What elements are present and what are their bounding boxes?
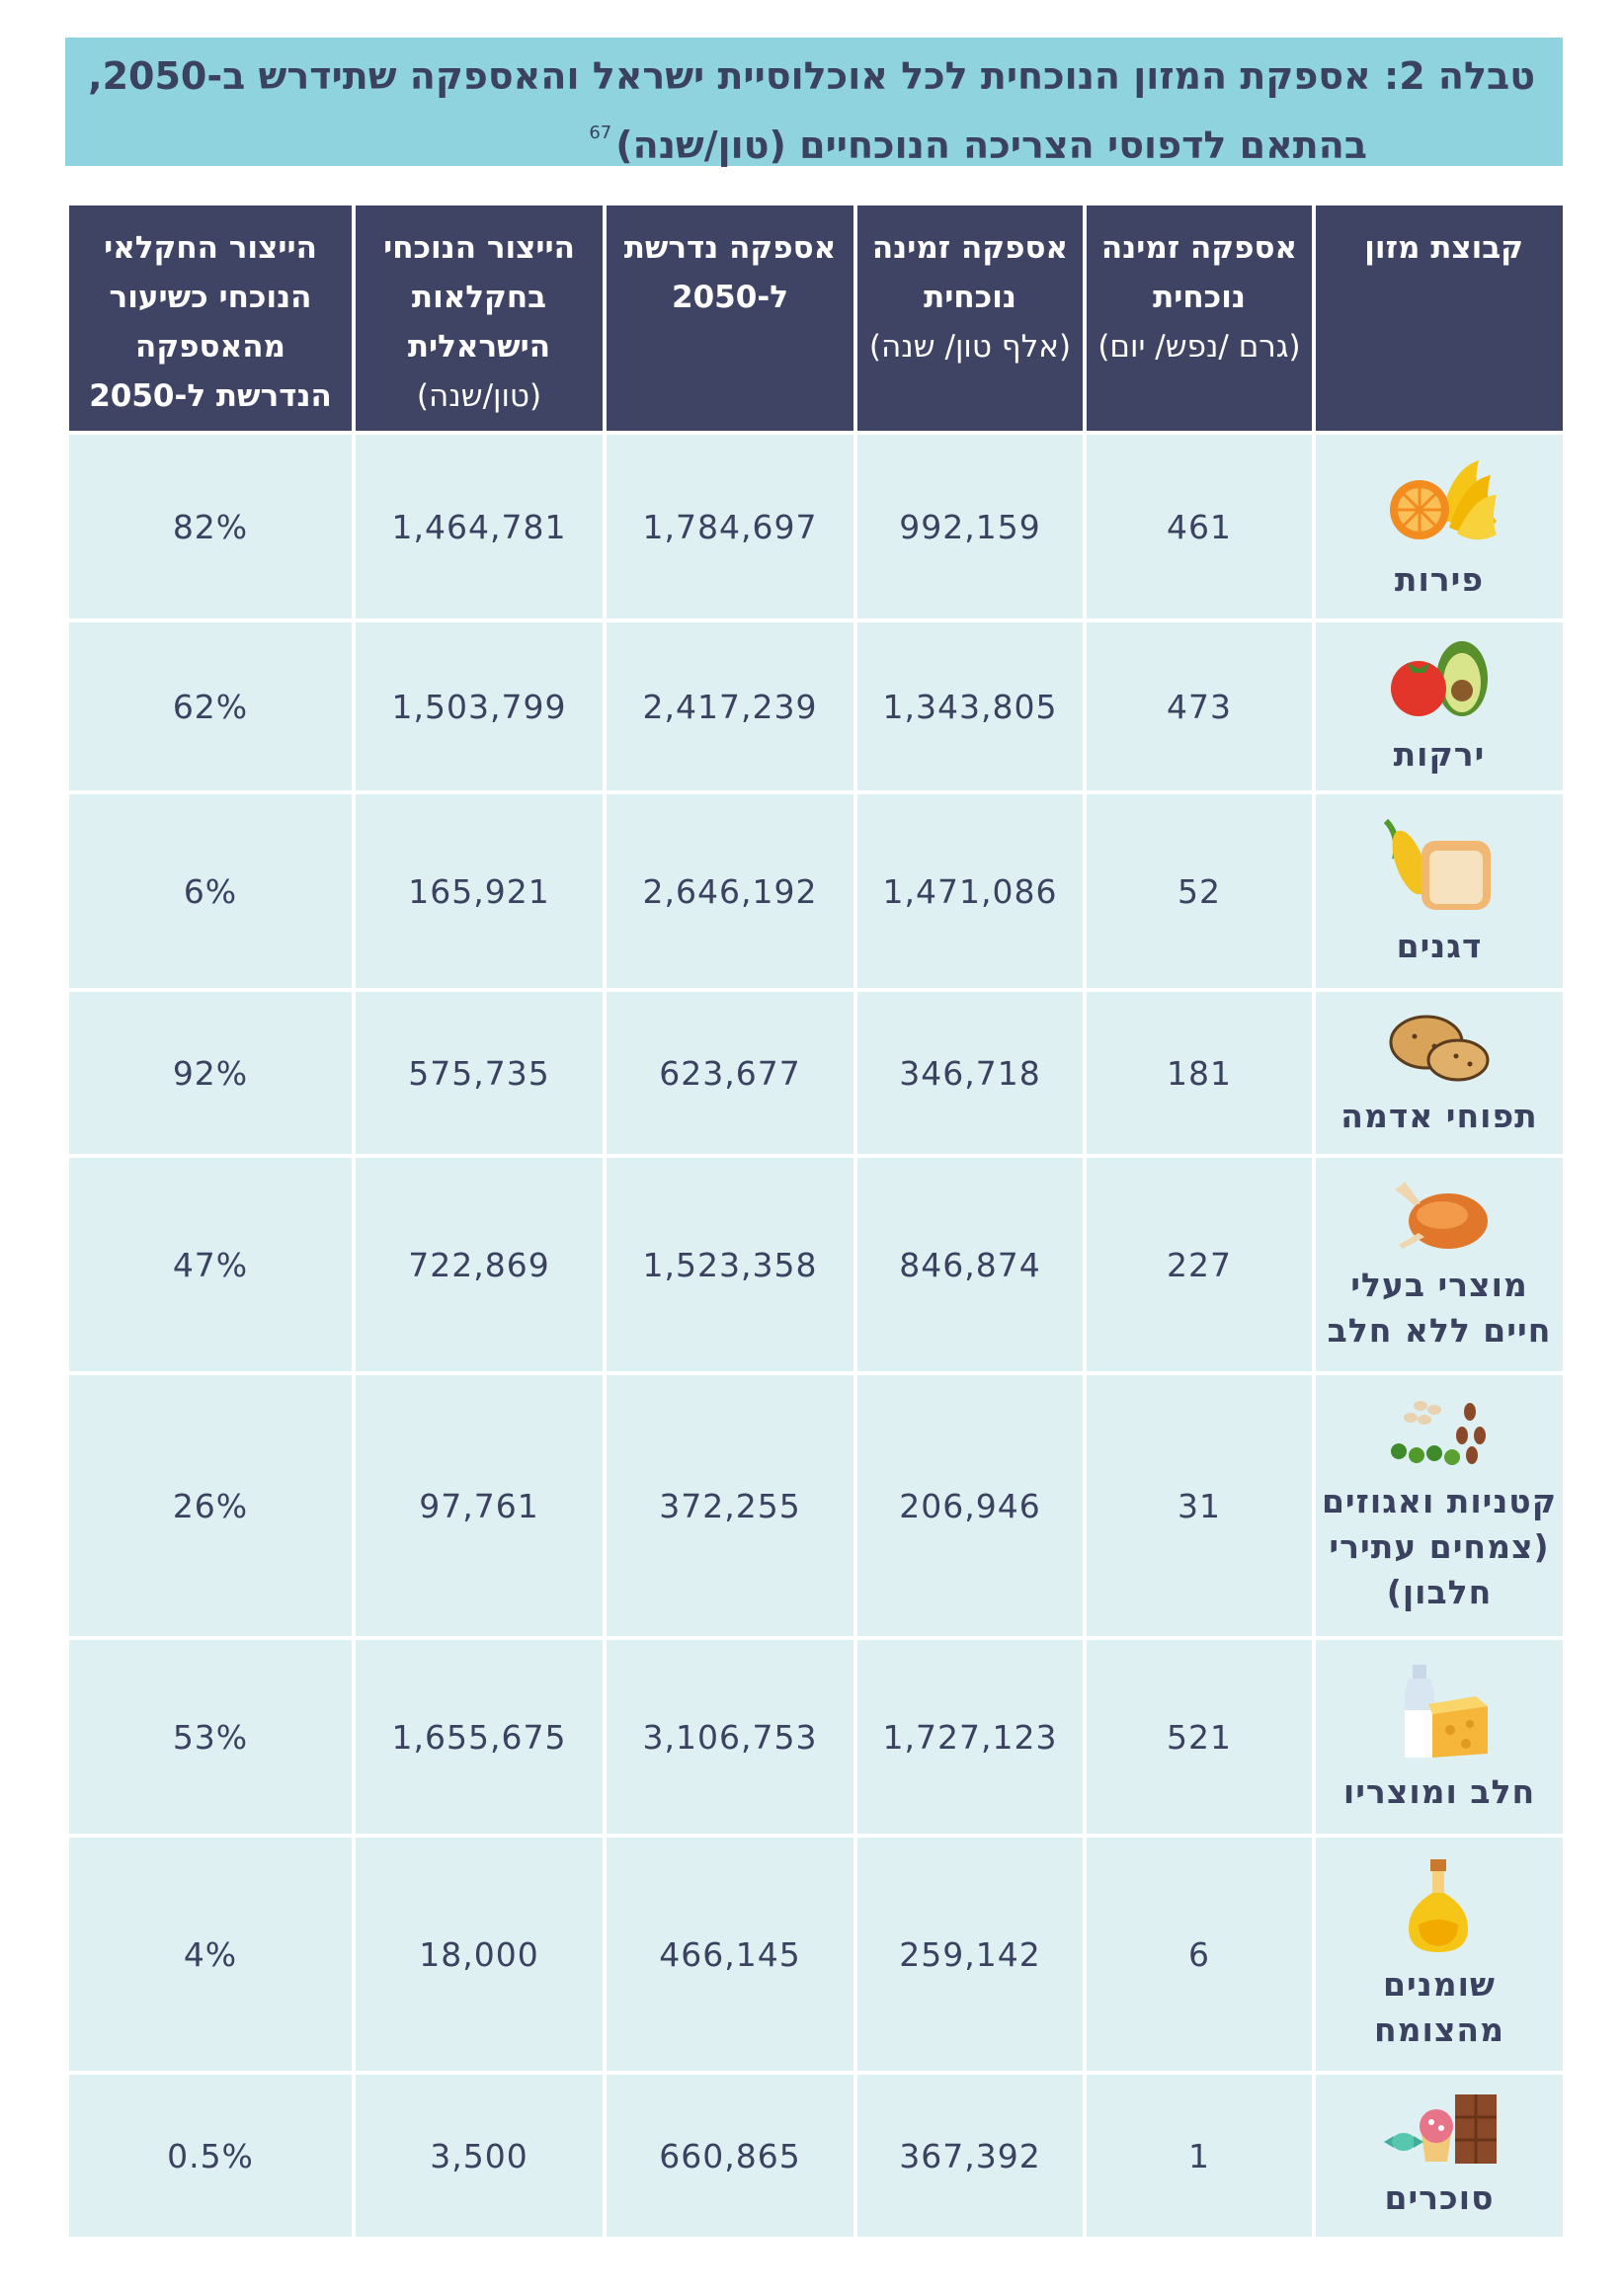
required-2050-cell: 1,523,358: [607, 1158, 853, 1371]
required-2050-cell: 2,646,192: [607, 794, 853, 988]
required-2050-cell: 466,145: [607, 1838, 853, 2071]
header-row: קבוצת מזון אספקה זמינה נוכחית (גרם /נפש/ …: [69, 205, 1563, 431]
food-group-label: קטניות ואגוזים (צמחים עתירי חלבון): [1321, 1482, 1558, 1611]
food-group-label: סוכרים: [1384, 2178, 1495, 2217]
israeli-production-cell: 165,921: [356, 794, 603, 988]
dairy-icon: [1405, 1665, 1488, 1758]
table-row: תפוחי אדמה 181 346,718 623,677 575,735 9…: [69, 992, 1563, 1154]
legumes-nuts-icon: [1391, 1401, 1486, 1465]
daily-supply-cell: 473: [1087, 622, 1312, 790]
food-group-cell: תפוחי אדמה: [1316, 992, 1563, 1154]
food-group-label: דגנים: [1396, 927, 1483, 965]
vegetables-icon: [1391, 641, 1488, 716]
food-group-label: מוצרי בעלי חיים ללא חלב: [1327, 1266, 1552, 1350]
table-row: שומנים מהצומח 6 259,142 466,145 18,000 4…: [69, 1838, 1563, 2071]
food-group-cell: חלב ומוצריו: [1316, 1640, 1563, 1834]
israeli-production-cell: 575,735: [356, 992, 603, 1154]
production-share-cell: 92%: [69, 992, 352, 1154]
production-share-cell: 47%: [69, 1158, 352, 1371]
israeli-production-cell: 97,761: [356, 1375, 603, 1636]
israeli-production-cell: 1,464,781: [356, 435, 603, 618]
food-group-label: שומנים מהצומח: [1374, 1965, 1504, 2049]
potatoes-icon: [1389, 1015, 1490, 1082]
required-2050-cell: 2,417,239: [607, 622, 853, 790]
food-group-label: חלב ומוצריו: [1342, 1772, 1536, 1811]
production-share-cell: 82%: [69, 435, 352, 618]
table-title-box: טבלה 2: אספקת המזון הנוכחית לכל אוכלוסיי…: [65, 38, 1563, 167]
production-share-cell: 26%: [69, 1375, 352, 1636]
current-supply-cell: 259,142: [857, 1838, 1083, 2071]
table-row: פירות 461 992,159 1,784,697 1,464,781 82…: [69, 435, 1563, 618]
food-group-cell: שומנים מהצומח: [1316, 1838, 1563, 2071]
production-share-cell: 4%: [69, 1838, 352, 2071]
daily-supply-cell: 1: [1087, 2075, 1312, 2237]
daily-supply-cell: 6: [1087, 1838, 1312, 2071]
table-row: קטניות ואגוזים (צמחים עתירי חלבון) 31 20…: [69, 1375, 1563, 1636]
food-group-label: פירות: [1394, 560, 1485, 599]
food-group-cell: מוצרי בעלי חיים ללא חלב: [1316, 1158, 1563, 1371]
daily-supply-cell: 181: [1087, 992, 1312, 1154]
required-2050-cell: 3,106,753: [607, 1640, 853, 1834]
production-share-cell: 6%: [69, 794, 352, 988]
header-required-2050: אספקה נדרשת ל-2050: [607, 205, 853, 431]
current-supply-cell: 1,343,805: [857, 622, 1083, 790]
food-group-label: תפוחי אדמה: [1340, 1097, 1538, 1135]
current-supply-cell: 1,471,086: [857, 794, 1083, 988]
grains-icon: [1383, 818, 1491, 910]
current-supply-cell: 992,159: [857, 435, 1083, 618]
table-title-line-1: טבלה 2: אספקת המזון הנוכחית לכל אוכלוסיי…: [88, 54, 1535, 98]
table-title-line-2-text: בהתאם לדפוסי הצריכה הנוכחיים (טון/שנה): [615, 123, 1367, 167]
daily-supply-cell: 31: [1087, 1375, 1312, 1636]
food-supply-table: קבוצת מזון אספקה זמינה נוכחית (גרם /נפש/ …: [65, 202, 1567, 2241]
header-israeli-production: הייצור הנוכחי בחקלאות הישראלית (טון/שנה): [356, 205, 603, 431]
header-daily-supply: אספקה זמינה נוכחית (גרם /נפש/ יום): [1087, 205, 1312, 431]
table-row: מוצרי בעלי חיים ללא חלב 227 846,874 1,52…: [69, 1158, 1563, 1371]
food-group-label: ירקות: [1393, 735, 1486, 774]
daily-supply-cell: 52: [1087, 794, 1312, 988]
daily-supply-cell: 521: [1087, 1640, 1312, 1834]
current-supply-cell: 206,946: [857, 1375, 1083, 1636]
food-group-cell: ירקות: [1316, 622, 1563, 790]
required-2050-cell: 372,255: [607, 1375, 853, 1636]
fruit-icon: [1390, 460, 1497, 540]
production-share-cell: 53%: [69, 1640, 352, 1834]
current-supply-cell: 1,727,123: [857, 1640, 1083, 1834]
sweets-icon: [1384, 2094, 1497, 2164]
header-current-supply: אספקה זמינה נוכחית (אלף טון/ שנה): [857, 205, 1083, 431]
daily-supply-cell: 461: [1087, 435, 1312, 618]
israeli-production-cell: 3,500: [356, 2075, 603, 2237]
chicken-icon: [1395, 1182, 1488, 1249]
table-row: סוכרים 1 367,392 660,865 3,500 0.5%: [69, 2075, 1563, 2237]
production-share-cell: 62%: [69, 622, 352, 790]
required-2050-cell: 660,865: [607, 2075, 853, 2237]
current-supply-cell: 346,718: [857, 992, 1083, 1154]
table-row: חלב ומוצריו 521 1,727,123 3,106,753 1,65…: [69, 1640, 1563, 1834]
table-title-line-2: בהתאם לדפוסי הצריכה הנוכחיים (טון/שנה)67: [93, 105, 1535, 174]
israeli-production-cell: 722,869: [356, 1158, 603, 1371]
israeli-production-cell: 1,503,799: [356, 622, 603, 790]
daily-supply-cell: 227: [1087, 1158, 1312, 1371]
food-group-cell: דגנים: [1316, 794, 1563, 988]
israeli-production-cell: 1,655,675: [356, 1640, 603, 1834]
current-supply-cell: 367,392: [857, 2075, 1083, 2237]
food-group-cell: סוכרים: [1316, 2075, 1563, 2237]
current-supply-cell: 846,874: [857, 1158, 1083, 1371]
israeli-production-cell: 18,000: [356, 1838, 603, 2071]
table-row: ירקות 473 1,343,805 2,417,239 1,503,799 …: [69, 622, 1563, 790]
food-group-cell: פירות: [1316, 435, 1563, 618]
required-2050-cell: 623,677: [607, 992, 853, 1154]
production-share-cell: 0.5%: [69, 2075, 352, 2237]
required-2050-cell: 1,784,697: [607, 435, 853, 618]
footnote-marker: 67: [589, 123, 612, 143]
header-food-group: קבוצת מזון: [1316, 205, 1563, 431]
food-group-cell: קטניות ואגוזים (צמחים עתירי חלבון): [1316, 1375, 1563, 1636]
header-production-share: הייצור החקלאי הנוכחי כשיעור מהאספקה הנדר…: [69, 205, 352, 431]
oil-icon: [1409, 1859, 1468, 1952]
table-row: דגנים 52 1,471,086 2,646,192 165,921 6%: [69, 794, 1563, 988]
